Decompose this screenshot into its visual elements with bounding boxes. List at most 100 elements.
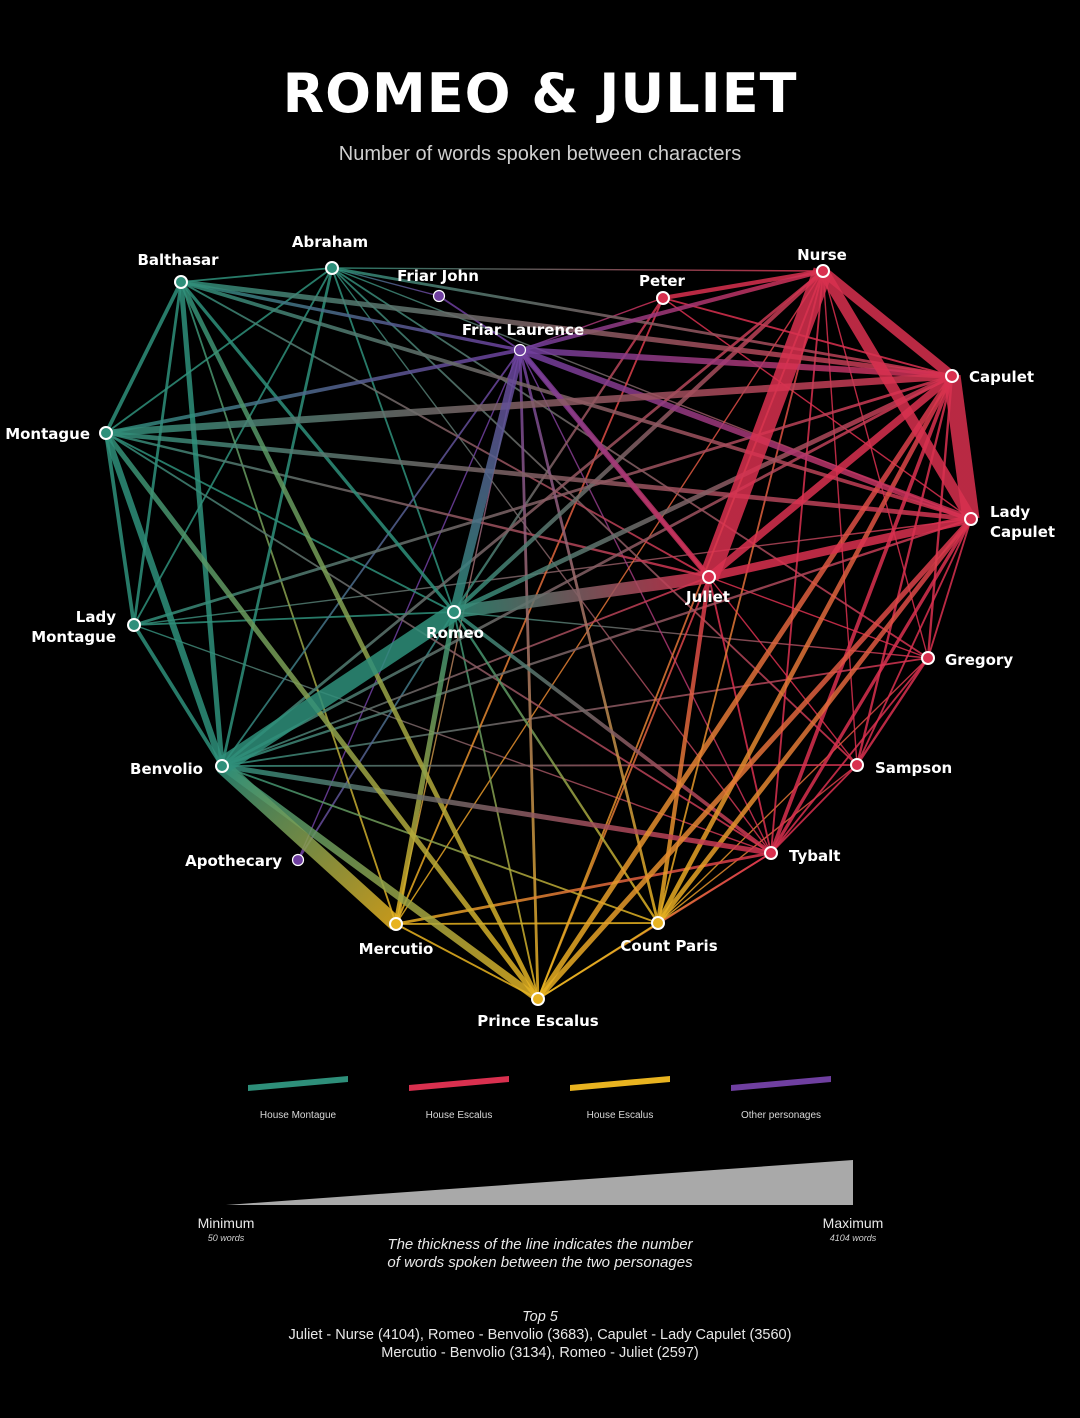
link-gregory-romeo (453, 611, 929, 659)
label-nurse-part-0: Nurse (797, 246, 847, 264)
label-apothecary: Apothecary (185, 852, 282, 870)
label-friar_laurence: Friar Laurence (462, 321, 584, 339)
nodes-layer (99, 261, 978, 1006)
label-capulet-part-0: Capulet (969, 368, 1034, 386)
link-friar_john-abraham (331, 267, 440, 297)
labels-layer: Balthasar Abraham Friar John Friar Laurence… (5, 233, 1055, 1030)
scale-max-value: 4104 words (829, 1233, 877, 1243)
link-romeo-capulet (452, 373, 954, 615)
scale-note-line1: The thickness of the line indicates the … (387, 1236, 693, 1253)
link-peter-nurse (662, 268, 824, 301)
link-capulet-lady_capulet (943, 374, 980, 521)
link-friar_laurence-lady_capulet (518, 347, 973, 522)
link-tybalt-juliet (708, 576, 772, 854)
label-count_paris: Count Paris (620, 937, 717, 955)
link-romeo-peter (453, 297, 664, 613)
link-prince_escalus-romeo (453, 611, 539, 1000)
label-benvolio-part-0: Benvolio (130, 760, 203, 778)
legend-layer (248, 1076, 831, 1091)
link-romeo-nurse (452, 269, 825, 614)
label-lady_montague-part-1: Montague (31, 628, 116, 646)
node-capulet (945, 369, 959, 383)
link-sampson-juliet (708, 576, 858, 766)
link-peter-mercutio (395, 297, 664, 925)
legend-swatch-0 (248, 1076, 348, 1091)
node-apothecary (291, 853, 305, 867)
link-montague-romeo (105, 432, 455, 613)
link-montague-lady_capulet (105, 430, 972, 522)
link-mercutio-benvolio (216, 760, 402, 930)
label-friar_john-part-0: Friar John (397, 267, 479, 285)
scale-minimum: Minimum 50 words (166, 1216, 286, 1246)
node-lady_montague (127, 618, 141, 632)
page-subtitle: Number of words spoken between character… (338, 143, 742, 165)
link-sampson-tybalt (770, 764, 858, 854)
link-juliet-count_paris (655, 576, 712, 924)
scale-note: The thickness of the line indicates the … (0, 1236, 1080, 1272)
label-balthasar: Balthasar (137, 251, 219, 269)
label-juliet: Juliet (685, 588, 730, 606)
link-juliet-nurse (699, 267, 833, 581)
label-lady_capulet: Lady Capulet (990, 503, 1055, 541)
link-lady_montague-lady_capulet (133, 518, 972, 626)
scale-note-line2: of words spoken between the two personag… (387, 1254, 693, 1271)
link-apothecary-friar_laurence (297, 349, 521, 861)
link-benvolio-nurse (221, 269, 824, 768)
label-lady_montague-part-0: Lady (76, 608, 116, 626)
link-gregory-sampson (856, 657, 929, 766)
link-balthasar-capulet (180, 279, 953, 379)
link-gregory-benvolio (221, 657, 929, 767)
label-nurse: Nurse (797, 246, 847, 264)
node-friar_john (432, 289, 446, 303)
node-gregory (921, 651, 935, 665)
label-lady_montague: Lady Montague (31, 608, 116, 646)
link-friar_laurence-juliet (517, 348, 712, 579)
link-tybalt-lady_capulet (769, 518, 973, 854)
label-montague-part-0: Montague (5, 425, 90, 443)
label-tybalt-part-0: Tybalt (789, 847, 840, 865)
legend-label-montague: House Montague (259, 1110, 337, 1121)
node-abraham (325, 261, 339, 275)
label-benvolio: Benvolio (130, 760, 203, 778)
thickness-scale-wedge (226, 1160, 853, 1205)
legend-swatch-3 (731, 1076, 831, 1091)
scale-min-label: Minimum (197, 1215, 255, 1231)
link-romeo-mercutio (393, 611, 457, 925)
link-prince_escalus-montague (103, 431, 541, 1001)
label-friar_john: Friar John (397, 267, 479, 285)
link-friar_laurence-prince_escalus (518, 349, 540, 1000)
link-count_paris-lady_capulet (656, 517, 973, 925)
link-abraham-nurse (331, 267, 824, 272)
link-montague-capulet (105, 372, 953, 437)
label-apothecary-part-0: Apothecary (185, 852, 282, 870)
top5-line2: Mercutio - Benvolio (3134), Romeo - Juli… (381, 1345, 699, 1361)
link-balthasar-abraham (180, 267, 333, 283)
link-romeo-juliet (453, 570, 710, 619)
label-sampson: Sampson (875, 759, 952, 777)
top5-line1: Juliet - Nurse (4104), Romeo - Benvolio … (288, 1327, 792, 1343)
link-benvolio-count_paris (221, 765, 659, 924)
link-juliet-lady_capulet (708, 514, 972, 582)
link-romeo-count_paris (453, 611, 659, 924)
link-montague-balthasar (104, 281, 183, 434)
page-title: ROMEO & JULIET (282, 62, 798, 125)
node-romeo (447, 605, 461, 619)
label-montague: Montague (5, 425, 90, 443)
label-tybalt: Tybalt (789, 847, 840, 865)
link-sampson-lady_capulet (856, 518, 972, 766)
link-benvolio-lady_capulet (221, 517, 972, 768)
scale-maximum: Maximum 4104 words (793, 1216, 913, 1246)
node-lady_capulet (964, 512, 978, 526)
label-abraham-part-0: Abraham (292, 233, 368, 251)
link-balthasar-romeo (179, 280, 456, 614)
link-balthasar-friar_laurence (180, 280, 521, 352)
node-mercutio (389, 917, 403, 931)
label-balthasar-part-0: Balthasar (137, 251, 219, 269)
link-apothecary-romeo (297, 611, 455, 861)
top5-list: Top 5 Juliet - Nurse (4104), Romeo - Ben… (0, 1308, 1080, 1362)
link-benvolio-juliet (221, 576, 710, 767)
legend-label-escalus-yellow: House Escalus (586, 1110, 654, 1121)
node-count_paris (651, 916, 665, 930)
label-romeo: Romeo (426, 624, 484, 642)
scale-max-label: Maximum (822, 1215, 884, 1231)
